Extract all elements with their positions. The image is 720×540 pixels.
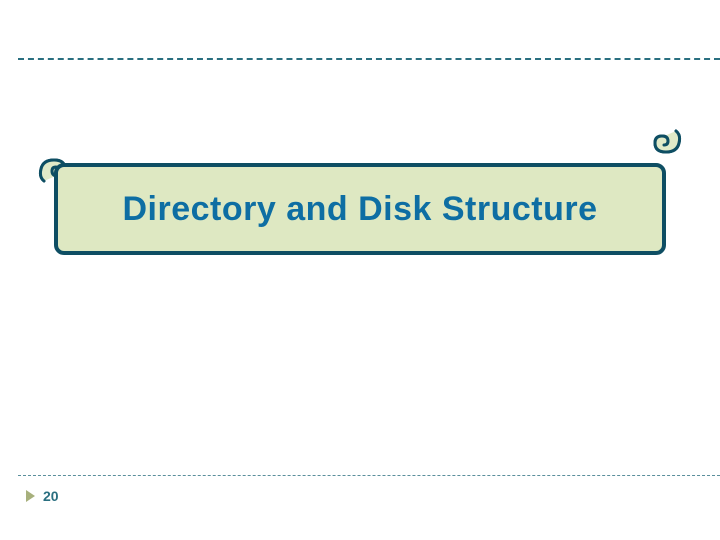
- title-banner: Directory and Disk Structure: [40, 145, 680, 265]
- scroll-curl-right-icon: [646, 125, 682, 161]
- top-divider: [18, 58, 720, 60]
- page-arrow-icon: [26, 490, 35, 502]
- slide: Directory and Disk Structure 20: [0, 0, 720, 540]
- footer: 20: [26, 488, 59, 504]
- banner-box: Directory and Disk Structure: [54, 163, 666, 255]
- slide-title: Directory and Disk Structure: [122, 190, 597, 229]
- page-number: 20: [43, 488, 59, 504]
- bottom-divider: [18, 475, 720, 476]
